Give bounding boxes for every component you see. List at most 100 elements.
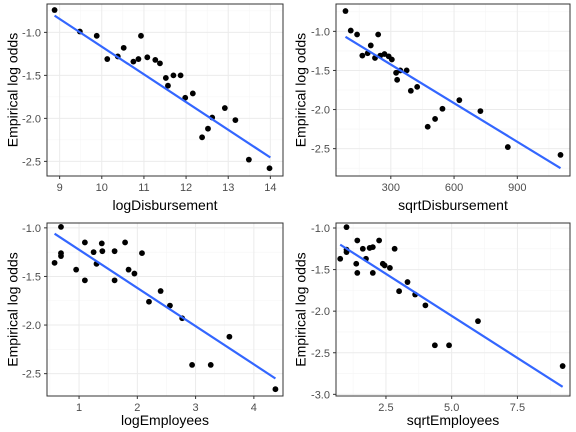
- x-tick-label: 14: [264, 182, 276, 194]
- data-point: [51, 7, 58, 13]
- data-point: [388, 56, 395, 63]
- y-axis-title: Empirical log odds: [293, 252, 309, 366]
- data-point: [376, 237, 383, 244]
- x-tick-label: 2: [134, 402, 140, 414]
- data-point: [111, 248, 118, 255]
- fit-line: [53, 232, 277, 380]
- data-point: [394, 76, 401, 83]
- y-tick-label: -2.5: [22, 369, 41, 381]
- data-point: [122, 239, 128, 246]
- data-point: [73, 266, 80, 273]
- data-point: [189, 361, 195, 368]
- x-tick-label: 5.0: [444, 402, 459, 414]
- y-tick-label: -1.5: [311, 65, 330, 77]
- data-point: [131, 270, 138, 277]
- data-point: [130, 58, 137, 65]
- chart-panel-4: 2.5 5.0 7.5 -1.0 -1.5 -2.0 -2.5 -3.0 sqrtEmploye…: [293, 222, 571, 428]
- y-tick-label: -1.0: [22, 223, 41, 235]
- panel-border: [335, 222, 571, 397]
- data-point: [504, 144, 511, 150]
- data-point: [205, 125, 211, 132]
- data-point: [111, 277, 118, 284]
- panel-border: [335, 3, 571, 177]
- data-point: [177, 72, 184, 79]
- y-tick-label: -2.0: [311, 306, 330, 318]
- data-point: [431, 342, 438, 349]
- data-point: [98, 240, 105, 247]
- y-tick-label: -2.5: [311, 144, 330, 156]
- y-tick-label: -2.0: [22, 113, 41, 125]
- data-point: [167, 302, 173, 309]
- x-tick-label: 1: [76, 402, 82, 414]
- data-point: [152, 57, 159, 63]
- data-point: [354, 31, 360, 38]
- data-point: [165, 82, 171, 89]
- data-point: [104, 56, 111, 62]
- y-tick-label: -2.5: [311, 348, 330, 360]
- data-point: [439, 105, 446, 112]
- data-point: [446, 342, 452, 349]
- x-tick-label: 3: [193, 402, 199, 414]
- data-point: [354, 237, 361, 244]
- data-point: [381, 262, 388, 269]
- y-tick-label: -2.5: [22, 156, 41, 168]
- x-axis-title: logDisbursement: [112, 197, 217, 213]
- data-point: [369, 270, 376, 276]
- y-tick-label: -1.5: [311, 265, 330, 277]
- fit-line: [339, 243, 564, 388]
- data-point: [232, 117, 239, 123]
- data-point: [414, 83, 421, 90]
- x-axis-title: sqrtEmployees: [407, 412, 500, 428]
- data-point: [407, 87, 414, 94]
- data-point: [557, 151, 564, 158]
- data-point: [353, 260, 360, 267]
- data-point: [51, 259, 58, 266]
- data-point: [272, 386, 279, 393]
- data-point: [157, 288, 164, 294]
- data-point: [381, 51, 388, 57]
- data-point: [245, 156, 252, 163]
- panel-border: [46, 3, 284, 177]
- data-point: [99, 248, 106, 255]
- data-point: [422, 302, 429, 309]
- data-point: [342, 8, 349, 14]
- data-point: [343, 224, 350, 231]
- data-point: [347, 27, 354, 34]
- data-point: [182, 94, 189, 101]
- x-tick-label: 12: [180, 182, 192, 194]
- chart-panel-3: 1 2 3 4 -1.0 -1.5 -2.0 -2.5 logEmployees Empirica…: [5, 222, 284, 428]
- x-axis-title: sqrtDisbursement: [398, 197, 508, 213]
- data-point: [369, 244, 376, 251]
- chart-panel-1: 9 10 11 12 13 14 -1.0 -1.5 -2.0 -2.5 logDisburseme…: [5, 3, 284, 213]
- data-point: [477, 108, 484, 115]
- y-tick-label: -2.0: [22, 320, 41, 332]
- data-point: [359, 245, 366, 252]
- y-tick-label: -3.0: [311, 389, 330, 401]
- data-point: [475, 318, 481, 325]
- x-tick-label: 9: [57, 182, 63, 194]
- data-point: [135, 56, 142, 62]
- y-tick-label: -1.0: [311, 223, 330, 235]
- data-point: [93, 32, 100, 39]
- data-point: [221, 105, 228, 111]
- data-point: [162, 75, 169, 81]
- data-point: [90, 249, 97, 256]
- data-point: [424, 123, 431, 130]
- y-axis-title: Empirical log odds: [5, 33, 21, 147]
- data-point: [157, 60, 163, 67]
- data-point: [404, 279, 411, 285]
- x-tick-label: 10: [96, 182, 108, 194]
- x-tick-label: 4: [251, 402, 257, 414]
- data-point: [170, 72, 177, 79]
- data-point: [58, 223, 64, 230]
- data-point: [125, 266, 132, 273]
- data-point: [139, 250, 145, 257]
- x-tick-label: 7.5: [510, 402, 525, 414]
- data-point: [81, 277, 88, 284]
- chart-panel-2: 300 600 900 -1.0 -1.5 -2.0 -2.5 sqrtDisbursemen…: [293, 3, 571, 213]
- y-axis-title: Empirical log odds: [5, 252, 21, 366]
- panel-border: [46, 222, 284, 397]
- x-tick-label: 11: [138, 182, 149, 194]
- y-tick-label: -1.5: [22, 70, 41, 82]
- data-point: [432, 116, 438, 122]
